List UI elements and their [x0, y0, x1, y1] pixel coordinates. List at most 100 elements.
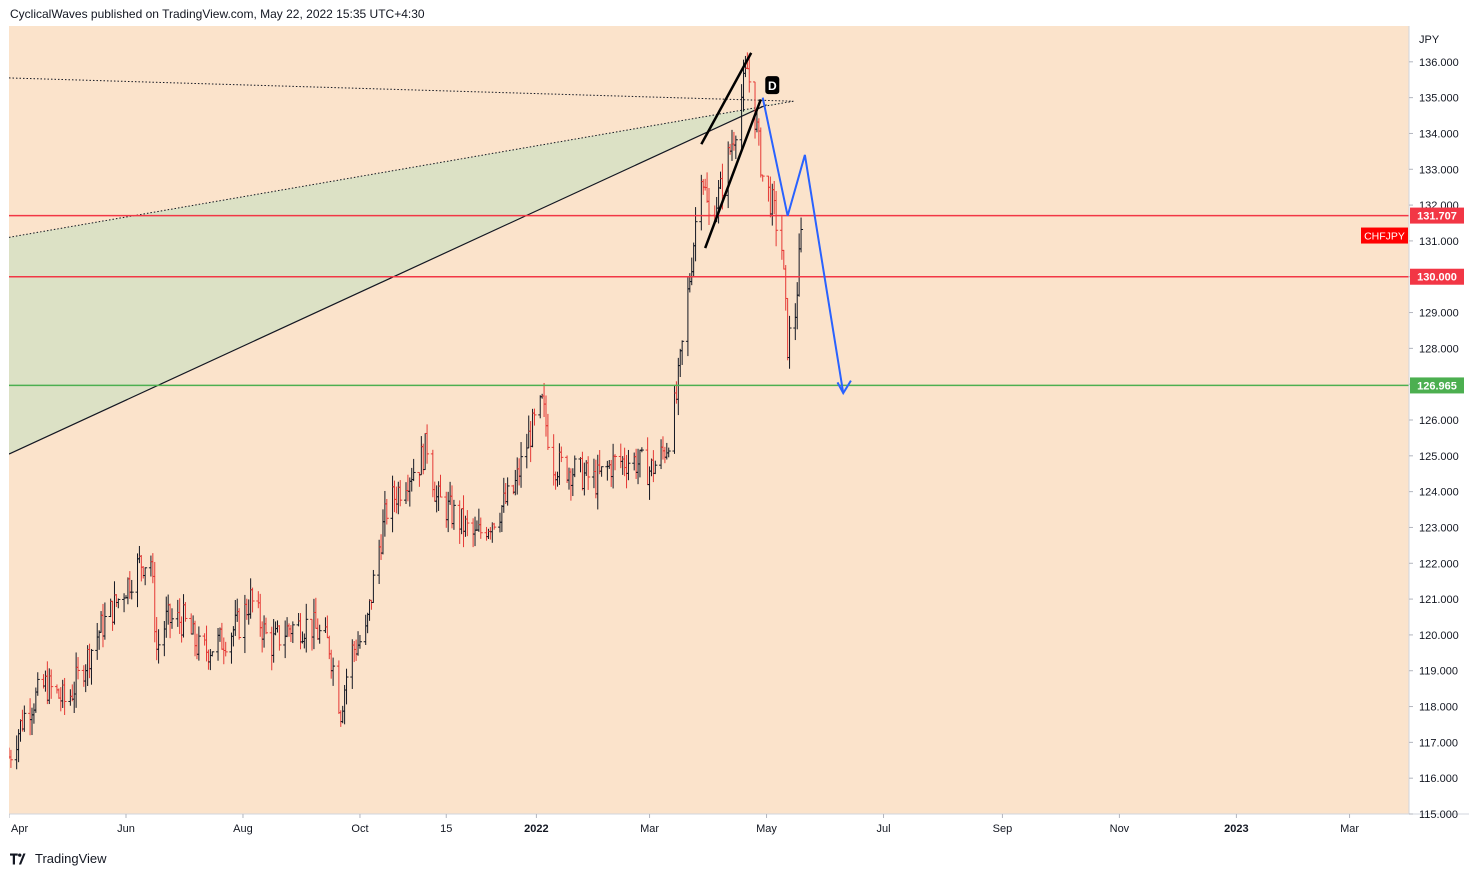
ohlc-bar: [519, 442, 524, 488]
resistance-upper-badge: 131.707: [1410, 207, 1464, 224]
ohlc-bar: [102, 602, 107, 640]
ohlc-bar: [787, 315, 792, 369]
ohlc-bar: [478, 517, 483, 539]
price-tick-label: 123.000: [1419, 522, 1459, 534]
price-tick-label: 128.000: [1419, 343, 1459, 355]
ohlc-bar: [344, 668, 349, 705]
price-tick-label: 117.000: [1419, 737, 1458, 749]
time-tick-label: Aug: [233, 823, 253, 835]
price-tick-label: 133.000: [1419, 164, 1459, 176]
ohlc-bar: [317, 624, 322, 644]
ohlc-bar: [9, 749, 13, 768]
ohlc-bar: [680, 340, 685, 365]
chart-frame[interactable]: D CHFJPY JPY 136.000 135.000 134.000 133.000 13…: [9, 26, 1469, 843]
ohlc-bar: [666, 447, 671, 458]
ohlc-bar: [760, 174, 765, 182]
price-line-badge-text: 126.965: [1417, 380, 1457, 392]
ohlc-bar: [357, 634, 362, 649]
price-tick-label: 115.000: [1419, 809, 1458, 821]
ohlc-bar: [22, 705, 27, 732]
ohlc-bar: [277, 625, 282, 651]
price-tick-label: 131.000: [1419, 236, 1459, 248]
ohlc-bar: [62, 677, 67, 715]
ohlc-bar: [626, 449, 631, 481]
ohlc-bar: [170, 608, 175, 629]
pattern-label-d: D: [765, 76, 780, 95]
ohlc-bar: [129, 579, 134, 600]
ohlc-bar: [545, 413, 550, 450]
price-tick-label: 125.000: [1419, 451, 1459, 463]
ohlc-bar: [465, 510, 470, 537]
time-tick-label: Mar: [1340, 823, 1359, 835]
price-tick-label: 129.000: [1419, 308, 1459, 320]
tradingview-logo-icon: [10, 852, 26, 865]
ohlc-bar: [492, 522, 497, 530]
price-tick-label: 120.000: [1419, 630, 1459, 642]
ohlc-bar: [747, 53, 752, 93]
symbol-badge: CHFJPY: [1361, 227, 1408, 244]
ohlc-bar: [223, 641, 228, 657]
time-tick-label: 2022: [524, 823, 548, 835]
ohlc-bar: [143, 567, 148, 586]
flag-line: [700, 52, 753, 145]
ohlc-bar: [586, 456, 591, 490]
time-tick-label: 15: [440, 823, 452, 835]
price-line-badge-text: 131.707: [1417, 211, 1457, 223]
time-tick-label: May: [756, 823, 777, 835]
footer-brand[interactable]: TradingView: [10, 851, 107, 866]
wedge-top-trendline: [9, 77, 794, 102]
ohlc-bar: [183, 602, 188, 622]
symbol-badge-text: CHFJPY: [1364, 231, 1405, 243]
ohlc-bar: [398, 480, 403, 507]
ohlc-bar: [733, 135, 738, 159]
ohlc-bar: [425, 424, 430, 464]
time-tick-label: Jul: [876, 823, 890, 835]
price-tick-label: 116.000: [1419, 773, 1458, 785]
projection-path: [761, 97, 845, 394]
wedge-lower-trendline: [9, 104, 767, 455]
ohlc-bar: [799, 217, 804, 253]
ohlc-bar: [559, 446, 564, 463]
resistance-lower-badge: 130.000: [1410, 268, 1464, 285]
support-badge: 126.965: [1410, 377, 1464, 394]
time-tick-label: Nov: [1110, 823, 1130, 835]
price-tick-label: 118.000: [1419, 702, 1458, 714]
flag-line: [703, 98, 762, 249]
ohlc-bar: [572, 455, 577, 478]
ohlc-bar: [250, 587, 255, 613]
ohlc-bar: [505, 477, 510, 506]
price-tick-label: 136.000: [1419, 57, 1459, 69]
ohlc-bar: [438, 474, 443, 498]
price-tick-label: 134.000: [1419, 128, 1459, 140]
ohlc-bar: [156, 629, 161, 664]
time-tick-label: 2023: [1224, 823, 1248, 835]
ohlc-bar: [210, 651, 215, 657]
ohlc-bar: [263, 617, 268, 635]
ohlc-bar: [237, 608, 242, 640]
ohlc-bar: [304, 603, 309, 653]
currency-label: JPY: [1419, 34, 1440, 46]
ohlc-bar: [49, 669, 54, 699]
ohlc-bar: [653, 460, 658, 475]
price-line-badge-text: 130.000: [1417, 272, 1457, 284]
ohlc-bar: [639, 447, 644, 453]
ohlc-bar: [196, 626, 201, 661]
ohlc-bar: [451, 499, 456, 530]
time-axis-panel: [9, 814, 1469, 843]
ohlc-bar: [35, 672, 40, 696]
ohlc-bar: [290, 621, 295, 644]
ohlc-bar: [532, 408, 537, 426]
ohlc-bar: [384, 498, 389, 525]
price-tick-label: 122.000: [1419, 558, 1459, 570]
publisher-caption: CyclicalWaves published on TradingView.c…: [10, 7, 425, 21]
plot-background: [9, 26, 1409, 814]
pattern-label-text: D: [768, 79, 777, 93]
time-tick-label: Jun: [117, 823, 135, 835]
price-tick-label: 135.000: [1419, 93, 1459, 105]
price-chart[interactable]: D CHFJPY JPY 136.000 135.000 134.000 133.000 13…: [9, 26, 1469, 843]
ohlc-bar: [371, 569, 376, 603]
ohlc-bars: [9, 52, 804, 770]
plot-area: D: [9, 52, 1409, 770]
time-tick-label: Mar: [640, 823, 659, 835]
ohlc-bar: [411, 458, 416, 482]
